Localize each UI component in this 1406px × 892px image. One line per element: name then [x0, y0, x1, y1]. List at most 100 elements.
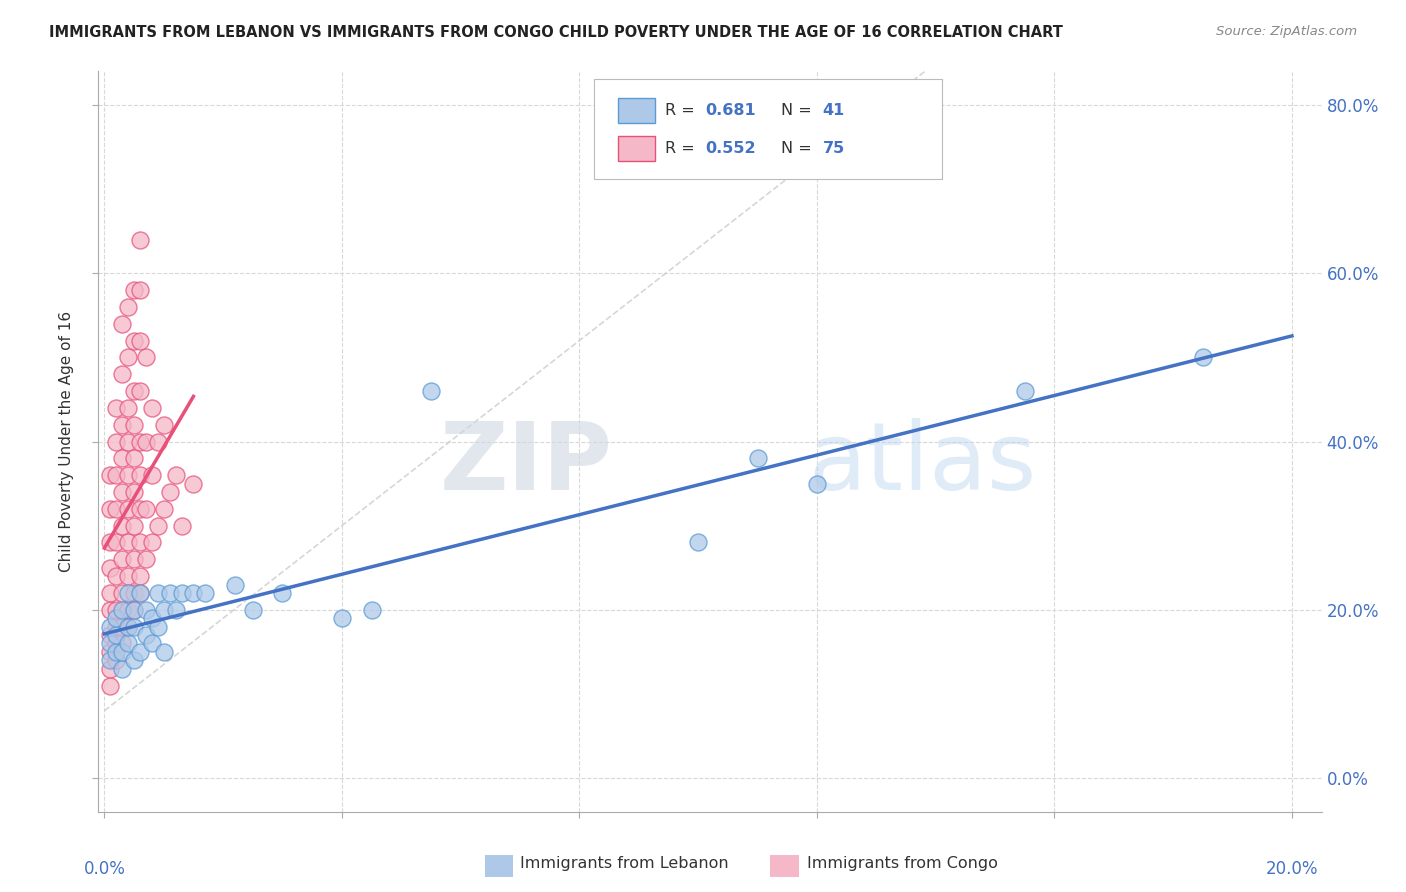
Point	[105, 645, 128, 659]
Point	[122, 619, 145, 633]
Point	[122, 603, 145, 617]
Point	[117, 535, 139, 549]
Point	[117, 468, 139, 483]
Point	[141, 636, 163, 650]
FancyBboxPatch shape	[619, 98, 655, 123]
Point	[98, 645, 121, 659]
Point	[747, 451, 769, 466]
Point	[111, 645, 134, 659]
Text: 0.681: 0.681	[706, 103, 756, 118]
Point	[129, 434, 152, 449]
Point	[98, 603, 121, 617]
Point	[129, 535, 152, 549]
Point	[122, 384, 145, 398]
Point	[165, 468, 187, 483]
Point	[129, 569, 152, 583]
Point	[117, 569, 139, 583]
Point	[152, 501, 174, 516]
Text: 0.552: 0.552	[706, 141, 756, 156]
Point	[242, 603, 264, 617]
Point	[129, 384, 152, 398]
Point	[117, 636, 139, 650]
Point	[420, 384, 443, 398]
Point	[98, 501, 121, 516]
Point	[111, 552, 134, 566]
Point	[98, 662, 121, 676]
Text: Source: ZipAtlas.com: Source: ZipAtlas.com	[1216, 25, 1357, 38]
Point	[105, 569, 128, 583]
Point	[688, 535, 710, 549]
Point	[170, 586, 193, 600]
Point	[117, 586, 139, 600]
Point	[135, 552, 157, 566]
Point	[111, 417, 134, 432]
Point	[129, 334, 152, 348]
Point	[98, 586, 121, 600]
Point	[111, 586, 134, 600]
Text: Immigrants from Congo: Immigrants from Congo	[807, 856, 998, 871]
Point	[135, 434, 157, 449]
Point	[111, 485, 134, 500]
Y-axis label: Child Poverty Under the Age of 16: Child Poverty Under the Age of 16	[59, 311, 75, 572]
Text: N =: N =	[780, 141, 817, 156]
Point	[111, 518, 134, 533]
Point	[159, 586, 181, 600]
Point	[271, 586, 294, 600]
Point	[330, 611, 353, 625]
Point	[129, 283, 152, 297]
Point	[117, 401, 139, 415]
Point	[122, 653, 145, 667]
Point	[146, 518, 169, 533]
Point	[105, 501, 128, 516]
Text: R =: R =	[665, 141, 700, 156]
Point	[111, 317, 134, 331]
Point	[117, 434, 139, 449]
Point	[122, 518, 145, 533]
Point	[117, 619, 139, 633]
Text: 75: 75	[823, 141, 845, 156]
Point	[111, 662, 134, 676]
Text: N =: N =	[780, 103, 817, 118]
Point	[122, 603, 145, 617]
Text: Immigrants from Lebanon: Immigrants from Lebanon	[520, 856, 728, 871]
Point	[165, 603, 187, 617]
Point	[129, 501, 152, 516]
Point	[135, 603, 157, 617]
Point	[111, 451, 134, 466]
Point	[135, 501, 157, 516]
Point	[117, 351, 139, 365]
Point	[129, 645, 152, 659]
Point	[135, 351, 157, 365]
Point	[146, 434, 169, 449]
Text: R =: R =	[665, 103, 700, 118]
Point	[122, 283, 145, 297]
Point	[98, 636, 121, 650]
Point	[98, 560, 121, 574]
Point	[152, 645, 174, 659]
Point	[135, 628, 157, 642]
Text: IMMIGRANTS FROM LEBANON VS IMMIGRANTS FROM CONGO CHILD POVERTY UNDER THE AGE OF : IMMIGRANTS FROM LEBANON VS IMMIGRANTS FR…	[49, 25, 1063, 40]
Point	[183, 586, 205, 600]
Point	[105, 619, 128, 633]
Point	[117, 619, 139, 633]
Point	[170, 518, 193, 533]
Point	[111, 619, 134, 633]
FancyBboxPatch shape	[593, 78, 942, 178]
Text: 20.0%: 20.0%	[1265, 860, 1319, 878]
Point	[122, 552, 145, 566]
Point	[105, 434, 128, 449]
Point	[129, 586, 152, 600]
Point	[98, 679, 121, 693]
Point	[129, 468, 152, 483]
Point	[141, 611, 163, 625]
Point	[224, 577, 246, 591]
Point	[122, 334, 145, 348]
Point	[105, 611, 128, 625]
Point	[360, 603, 382, 617]
Point	[105, 468, 128, 483]
Point	[122, 485, 145, 500]
Point	[105, 603, 128, 617]
Point	[141, 535, 163, 549]
Point	[105, 653, 128, 667]
Point	[152, 603, 174, 617]
